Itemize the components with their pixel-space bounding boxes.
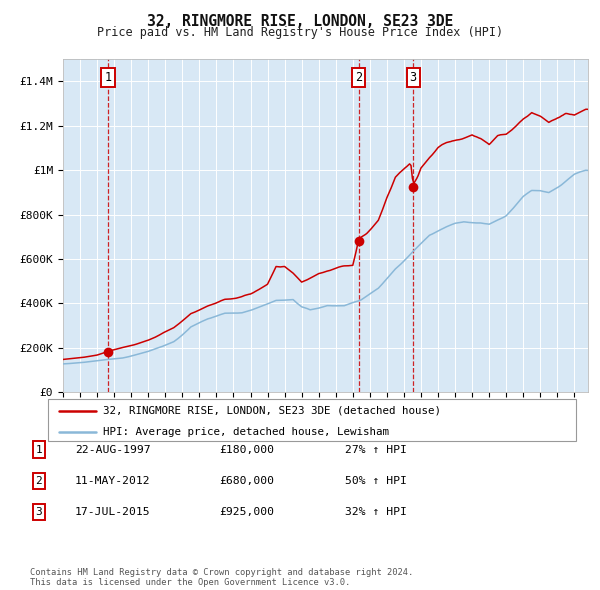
Text: 32, RINGMORE RISE, LONDON, SE23 3DE: 32, RINGMORE RISE, LONDON, SE23 3DE [147, 14, 453, 29]
Text: 2: 2 [355, 71, 362, 84]
Text: HPI: Average price, detached house, Lewisham: HPI: Average price, detached house, Lewi… [103, 427, 389, 437]
Text: 17-JUL-2015: 17-JUL-2015 [75, 507, 151, 517]
Text: 3: 3 [35, 507, 43, 517]
Text: 32% ↑ HPI: 32% ↑ HPI [345, 507, 407, 517]
Text: 3: 3 [410, 71, 416, 84]
Text: Price paid vs. HM Land Registry's House Price Index (HPI): Price paid vs. HM Land Registry's House … [97, 26, 503, 39]
Text: 50% ↑ HPI: 50% ↑ HPI [345, 476, 407, 486]
Text: 32, RINGMORE RISE, LONDON, SE23 3DE (detached house): 32, RINGMORE RISE, LONDON, SE23 3DE (det… [103, 406, 442, 416]
FancyBboxPatch shape [48, 399, 576, 441]
Text: £180,000: £180,000 [219, 445, 274, 454]
Text: £680,000: £680,000 [219, 476, 274, 486]
Text: 22-AUG-1997: 22-AUG-1997 [75, 445, 151, 454]
Text: 1: 1 [35, 445, 43, 454]
Text: 11-MAY-2012: 11-MAY-2012 [75, 476, 151, 486]
Text: 2: 2 [35, 476, 43, 486]
Text: 1: 1 [104, 71, 112, 84]
Text: Contains HM Land Registry data © Crown copyright and database right 2024.
This d: Contains HM Land Registry data © Crown c… [30, 568, 413, 587]
Text: £925,000: £925,000 [219, 507, 274, 517]
Text: 27% ↑ HPI: 27% ↑ HPI [345, 445, 407, 454]
